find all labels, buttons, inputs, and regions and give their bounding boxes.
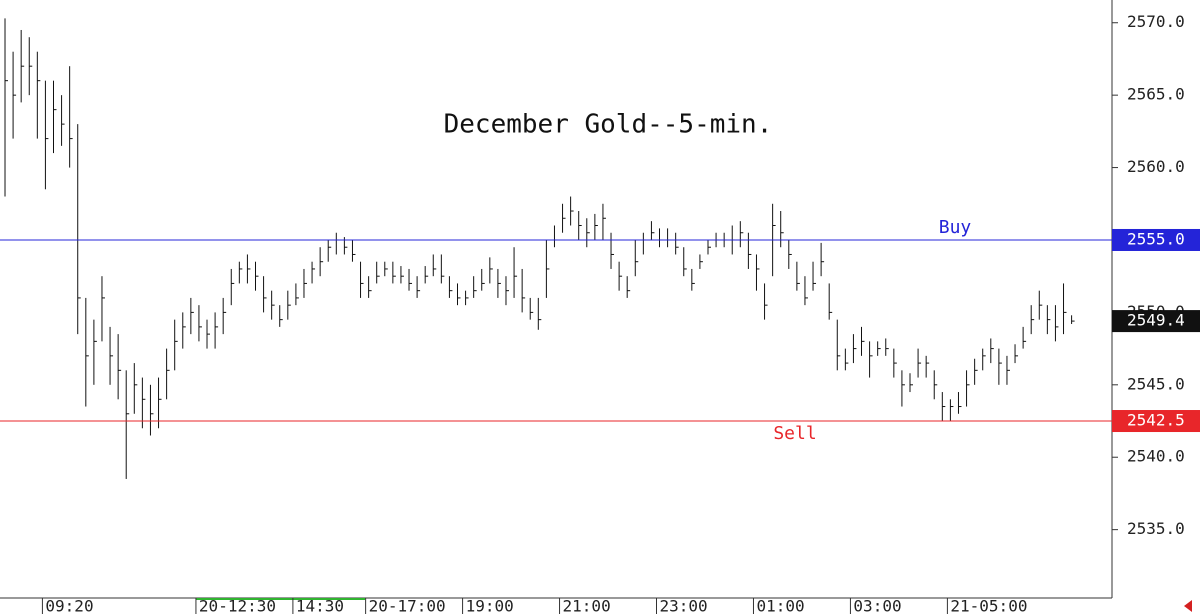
level-value-label: 2555.0: [1127, 229, 1185, 248]
x-tick-label: 01:00: [756, 597, 804, 614]
level-value-label: 2542.5: [1127, 411, 1185, 430]
y-tick-label: 2535.0: [1127, 519, 1185, 538]
level-box: [1112, 410, 1200, 433]
last-price-label: 2549.4: [1127, 311, 1185, 330]
x-tick-label: 03:00: [853, 597, 901, 614]
x-tick-label: 21:00: [563, 597, 611, 614]
y-tick-label: 2570.0: [1127, 12, 1185, 31]
y-tick-label: 2565.0: [1127, 85, 1185, 104]
last-price-box: [1112, 310, 1200, 333]
x-tick-label: 21-05:00: [950, 597, 1027, 614]
level-box: [1112, 228, 1200, 251]
x-tick-label: 23:00: [660, 597, 708, 614]
x-tick-label: 19:00: [466, 597, 514, 614]
y-tick-label: 2560.0: [1127, 157, 1185, 176]
x-tick-label: 20-17:00: [369, 597, 446, 614]
x-tick-label: 20-12:30: [199, 597, 276, 614]
scroll-arrow[interactable]: [1184, 600, 1192, 612]
level-name: Buy: [939, 217, 972, 238]
y-tick-label: 2545.0: [1127, 374, 1185, 393]
x-tick-label: 09:20: [45, 597, 93, 614]
level-name: Sell: [773, 423, 816, 444]
y-tick-label: 2540.0: [1127, 447, 1185, 466]
x-tick-label: 14:30: [296, 597, 344, 614]
chart-title: December Gold--5-min.: [444, 110, 773, 140]
